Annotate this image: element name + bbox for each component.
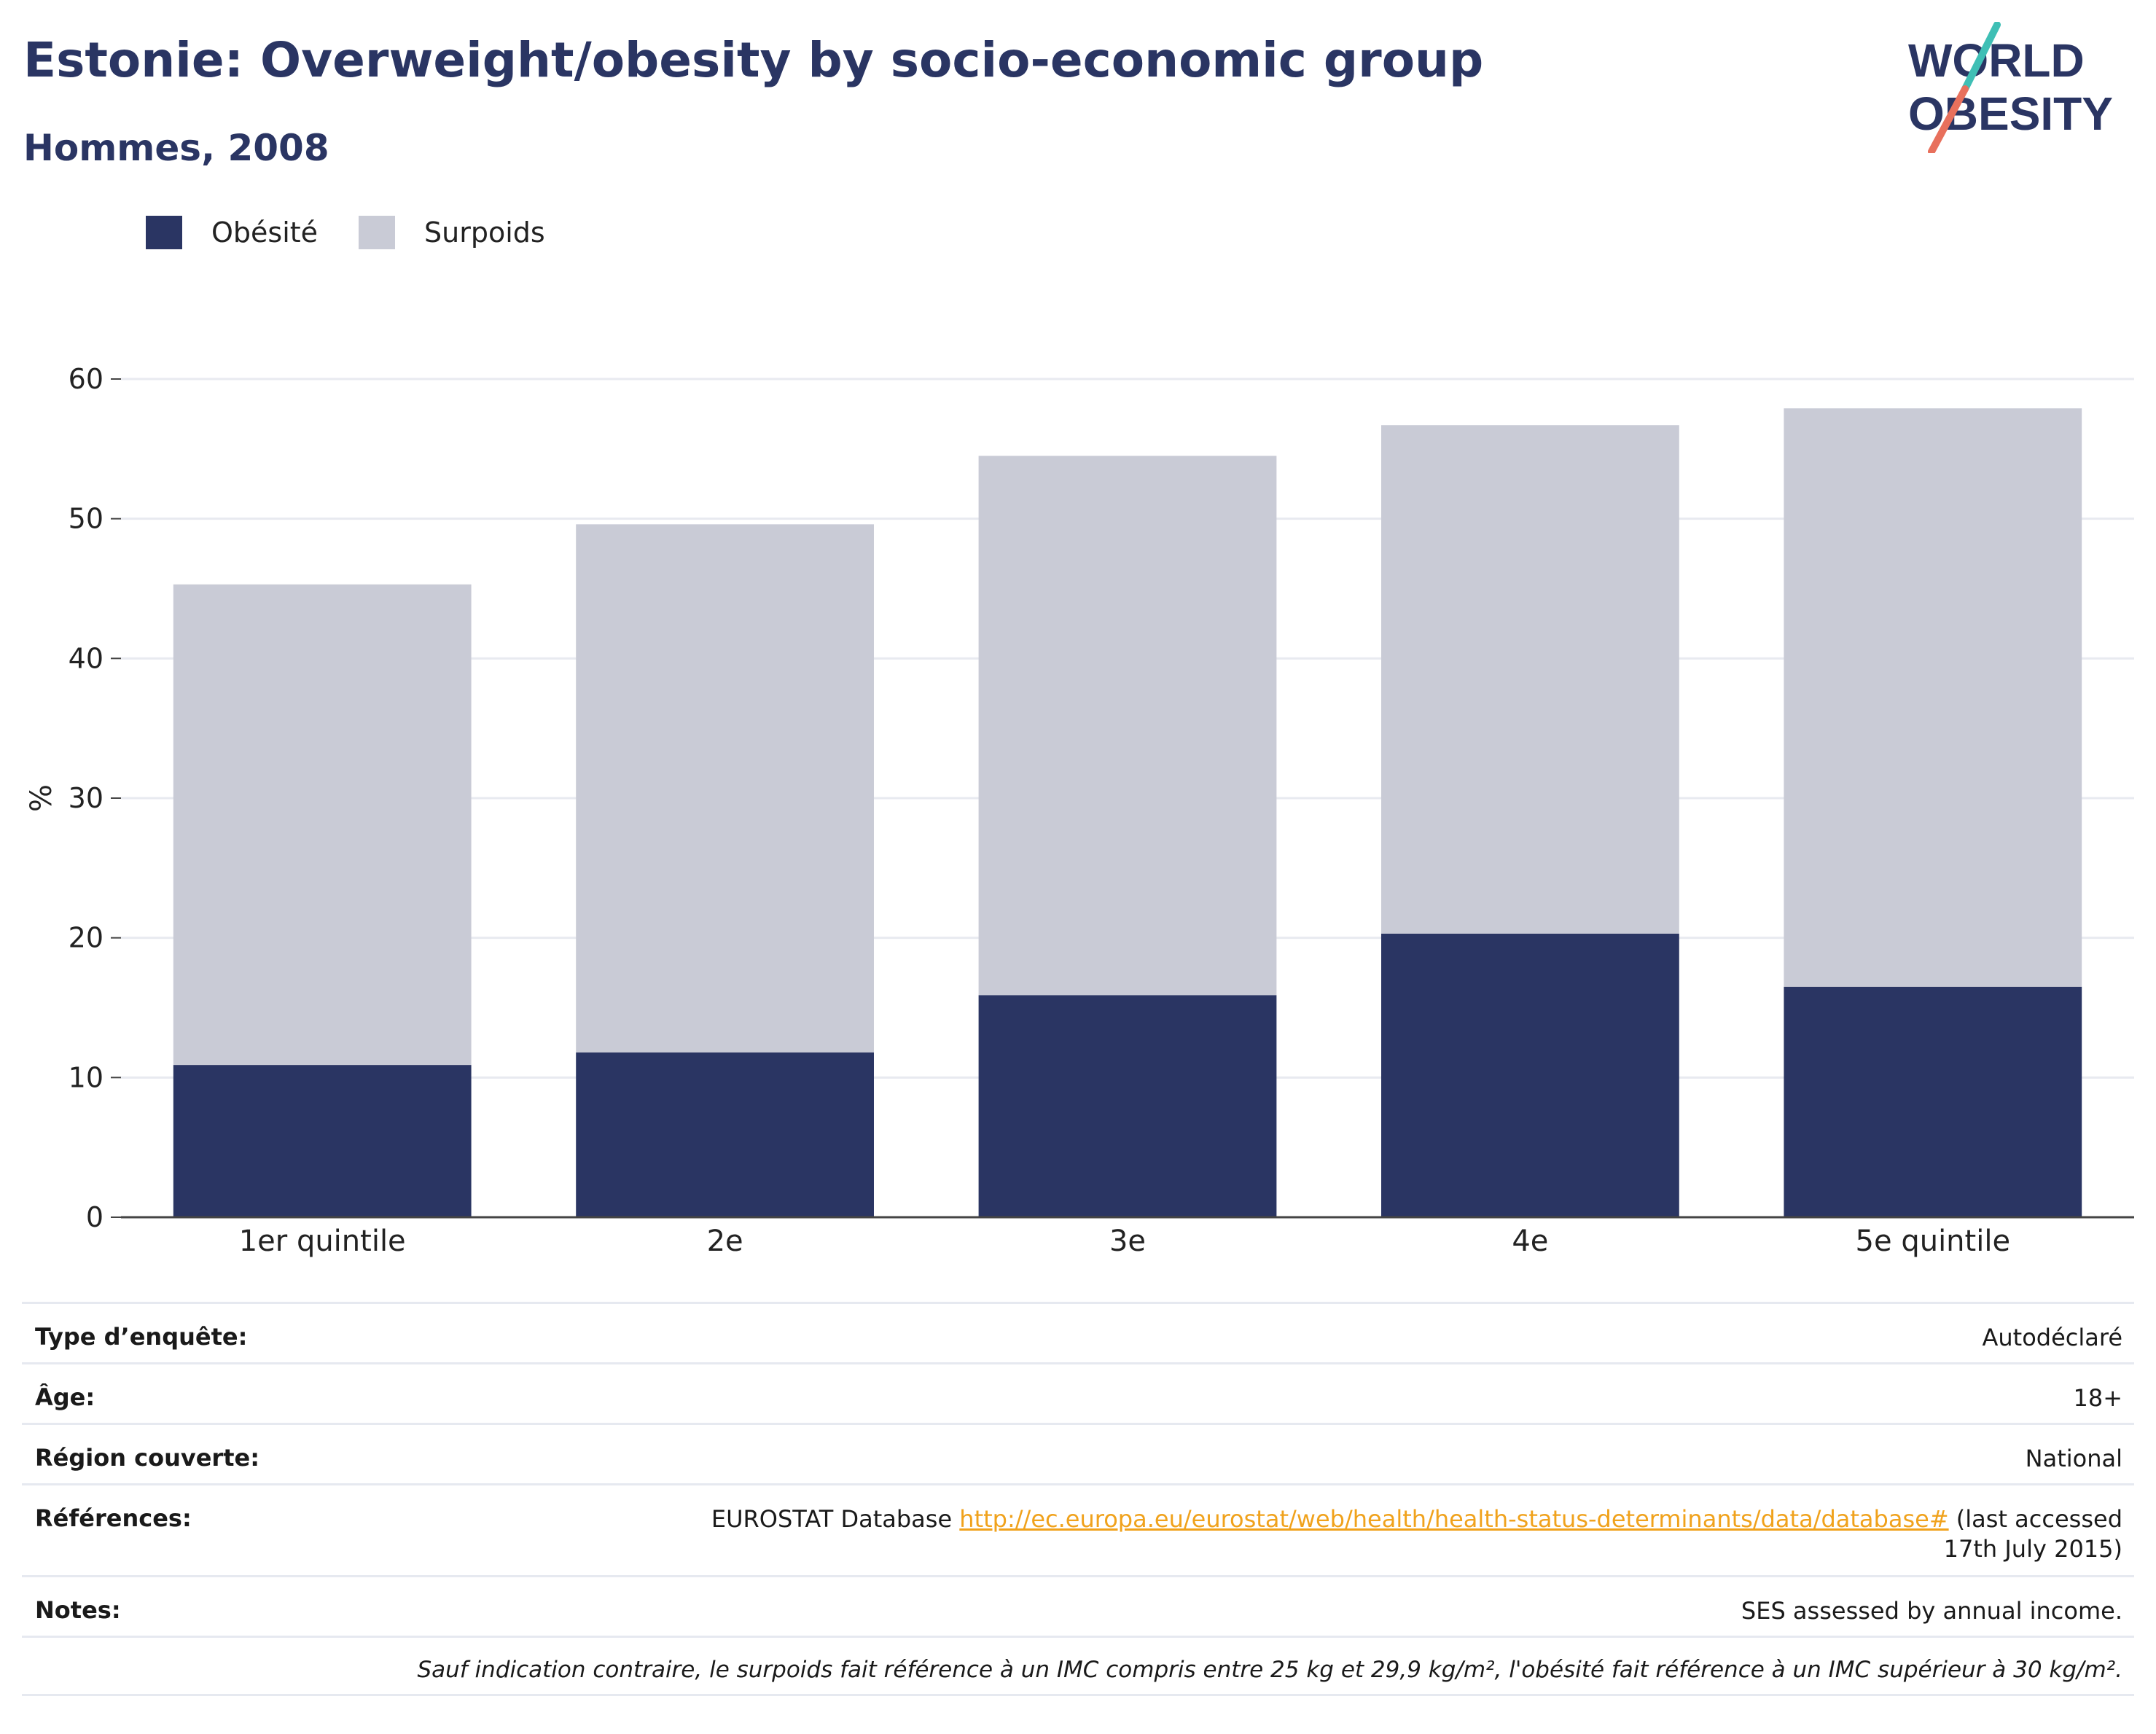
- bar-overweight: [1381, 425, 1679, 934]
- x-tick-label: 3e: [1109, 1225, 1146, 1258]
- notes-label: Notes:: [35, 1596, 121, 1624]
- y-tick-label: 20: [69, 922, 103, 954]
- y-tick-label: 0: [86, 1201, 103, 1233]
- bar-obesity: [1784, 986, 2082, 1217]
- logo-word-world: WORLD: [1908, 34, 2085, 87]
- bar-overweight: [978, 456, 1277, 996]
- meta-row-references: Références: EUROSTAT Database http://ec.…: [22, 1483, 2134, 1575]
- x-tick-label: 4e: [1512, 1225, 1548, 1258]
- region-value: National: [2025, 1445, 2122, 1472]
- legend-swatch-obesity: [146, 216, 182, 249]
- logo-slash-teal: [1961, 22, 2001, 93]
- references-link[interactable]: http://ec.europa.eu/eurostat/web/health/…: [959, 1505, 1949, 1533]
- references-value: EUROSTAT Database http://ec.europa.eu/eu…: [665, 1504, 2122, 1564]
- bar-obesity: [576, 1052, 874, 1217]
- x-tick-label: 5e quintile: [1856, 1225, 2011, 1258]
- references-label: Références:: [35, 1504, 192, 1532]
- meta-row-notes: Notes: SES assessed by annual income.: [22, 1575, 2134, 1636]
- bmi-definition-footnote: Sauf indication contraire, le surpoids f…: [22, 1636, 2134, 1696]
- x-tick-label: 1er quintile: [239, 1225, 406, 1258]
- legend-label-overweight: Surpoids: [424, 216, 545, 249]
- chart-legend: Obésité Surpoids: [146, 216, 586, 249]
- region-label: Région couverte:: [35, 1444, 259, 1472]
- legend-label-obesity: Obésité: [211, 216, 319, 249]
- metadata-table: Type d’enquête: Autodéclaré Âge: 18+ Rég…: [22, 1302, 2134, 1696]
- y-tick-label: 10: [69, 1061, 103, 1093]
- logo-slash-coral: [1928, 85, 1969, 153]
- meta-row-region: Région couverte: National: [22, 1423, 2134, 1483]
- bar-obesity: [173, 1065, 472, 1217]
- world-obesity-logo: WORLD OBESITY: [1908, 22, 2113, 153]
- legend-swatch-overweight: [359, 216, 396, 249]
- references-prefix: EUROSTAT Database: [711, 1505, 960, 1533]
- y-tick-label: 40: [69, 642, 103, 674]
- survey-type-label: Type d’enquête:: [35, 1323, 248, 1351]
- bar-overweight: [576, 524, 874, 1052]
- legend-item-overweight[interactable]: Surpoids: [359, 216, 545, 249]
- stacked-bar-chart: 0 10 20 30 40 50 60% 1er quintile 2e 3e 4e 5e quint…: [25, 363, 2134, 1258]
- y-tick-label: 60: [69, 363, 103, 395]
- y-tick-label: 50: [69, 503, 103, 535]
- bar-obesity: [1381, 933, 1679, 1217]
- meta-row-age: Âge: 18+: [22, 1362, 2134, 1423]
- y-tick-label: 30: [69, 782, 103, 814]
- chart-subtitle: Hommes, 2008: [23, 127, 329, 169]
- y-axis-label: %: [25, 784, 58, 812]
- references-suffix: (last accessed 17th July 2015): [1943, 1505, 2122, 1563]
- bar-overweight: [1784, 408, 2082, 987]
- bar-overweight: [173, 584, 472, 1066]
- bar-obesity: [978, 995, 1277, 1217]
- age-value: 18+: [2073, 1384, 2122, 1412]
- x-tick-label: 2e: [707, 1225, 743, 1258]
- age-label: Âge:: [35, 1383, 95, 1411]
- legend-item-obesity[interactable]: Obésité: [146, 216, 318, 249]
- chart-title: Estonie: Overweight/obesity by socio-eco…: [23, 32, 1484, 88]
- meta-row-survey-type: Type d’enquête: Autodéclaré: [22, 1302, 2134, 1362]
- survey-type-value: Autodéclaré: [1982, 1324, 2122, 1351]
- notes-value: SES assessed by annual income.: [1741, 1597, 2122, 1625]
